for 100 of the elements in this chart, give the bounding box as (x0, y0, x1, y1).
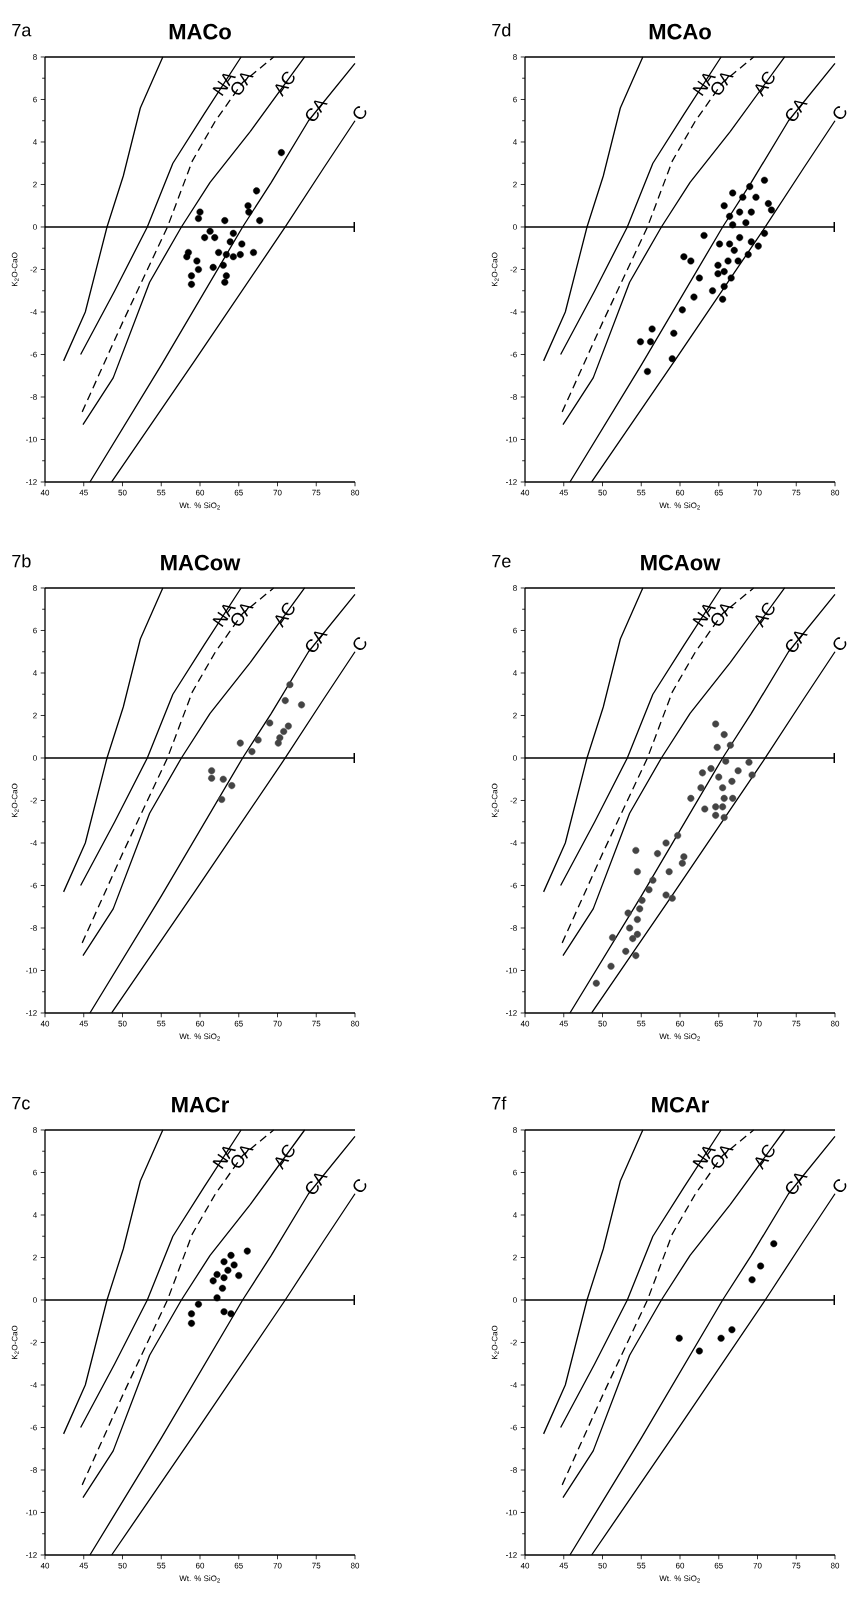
x-tick-label: 50 (598, 489, 607, 496)
point (229, 229, 237, 237)
x-axis-title: Wt. % SiO$_{2}$ (659, 1575, 700, 1583)
x-tick-label: 80 (830, 489, 840, 496)
x-axis-title: Wt. % SiO$_{2}$ (179, 1033, 220, 1041)
point (764, 200, 772, 208)
point (674, 832, 682, 840)
y-tick-label: -2 (510, 266, 517, 273)
point (675, 1334, 683, 1342)
point (211, 234, 219, 242)
point (213, 1271, 221, 1278)
point (728, 777, 736, 785)
point (719, 784, 727, 792)
point (633, 915, 641, 923)
point (624, 909, 632, 917)
point (716, 240, 724, 248)
point (274, 739, 282, 747)
x-tick-label: 45 (79, 489, 88, 496)
point (680, 253, 688, 261)
x-tick-label: 50 (118, 1562, 127, 1569)
annotation: AC (275, 71, 295, 98)
x-tick-label: 70 (753, 1020, 762, 1027)
point (730, 246, 738, 254)
point (729, 189, 737, 197)
point (678, 306, 686, 314)
y-tick-label: 8 (33, 585, 37, 591)
point (668, 355, 676, 363)
y-tick-label: 6 (33, 96, 37, 103)
y-tick-label: -2 (510, 797, 517, 804)
y-tick-label: -4 (30, 309, 37, 315)
point (662, 891, 670, 899)
point (713, 743, 721, 751)
point (208, 774, 216, 782)
y-tick-label: 8 (33, 1127, 37, 1133)
point (187, 1319, 195, 1327)
x-tick-label: 70 (273, 1020, 282, 1027)
y-tick-label: 4 (32, 1212, 37, 1218)
x-tick-label: 50 (118, 1020, 127, 1027)
point (698, 769, 706, 777)
y-tick-label: -12 (506, 1552, 517, 1558)
point (636, 905, 644, 913)
y-tick-label: -8 (510, 925, 517, 931)
point (221, 217, 229, 225)
y-tick-label: 2 (33, 712, 37, 719)
y-tick-label: 0 (513, 755, 517, 761)
y-tick-label: -10 (26, 436, 37, 443)
point (739, 193, 747, 201)
point (220, 1258, 228, 1266)
point (745, 758, 753, 766)
chart-title: MACr (172, 1096, 229, 1113)
point (720, 202, 728, 210)
point (632, 846, 640, 854)
point (218, 795, 226, 803)
point (256, 217, 264, 225)
point (734, 257, 742, 265)
point (632, 952, 640, 960)
x-tick-label: 65 (234, 1562, 243, 1569)
point (707, 765, 715, 773)
chart-title: MCAo (649, 23, 711, 40)
y-tick-label: 6 (513, 96, 517, 103)
y-tick-label: 2 (33, 181, 37, 188)
point (218, 1284, 226, 1292)
x-tick-label: 55 (157, 1562, 166, 1569)
y-tick-label: -6 (30, 1424, 37, 1431)
point (697, 784, 705, 792)
point (767, 206, 775, 214)
chart-title: MCAow (641, 554, 721, 571)
annotation: CA (305, 1173, 328, 1194)
y-tick-label: -10 (506, 436, 517, 443)
text: 7b (12, 554, 31, 568)
x-tick-label: 40 (40, 489, 50, 496)
x-tick-label: 60 (675, 489, 685, 496)
point (194, 1300, 202, 1308)
y-tick-label: 0 (33, 755, 37, 761)
point (187, 1310, 195, 1318)
y-tick-label: 0 (513, 1297, 517, 1303)
x-tick-label: 45 (559, 1562, 568, 1569)
x-tick-label: 65 (234, 1020, 243, 1027)
y-tick-label: 4 (32, 139, 37, 145)
point (729, 794, 737, 802)
point (208, 767, 216, 775)
point (747, 208, 755, 216)
point (720, 268, 728, 276)
point (245, 208, 253, 216)
point (219, 775, 227, 783)
y-tick-label: -12 (26, 1010, 37, 1016)
x-tick-label: 65 (714, 1562, 723, 1569)
point (719, 803, 727, 811)
y-tick-label: -2 (30, 797, 37, 804)
point (209, 263, 217, 271)
point (714, 261, 722, 269)
x-tick-label: 45 (79, 1020, 88, 1027)
x-axis-title: Wt. % SiO$_{2}$ (659, 502, 700, 510)
x-axis-title: Wt. % SiO$_{2}$ (659, 1033, 700, 1041)
chart-title: MACo (169, 23, 231, 40)
y-tick-label: 8 (513, 585, 517, 591)
x-tick-label: 45 (559, 1020, 568, 1027)
point (222, 272, 230, 280)
x-tick-label: 75 (312, 489, 321, 496)
annotation: AC (275, 1144, 295, 1171)
